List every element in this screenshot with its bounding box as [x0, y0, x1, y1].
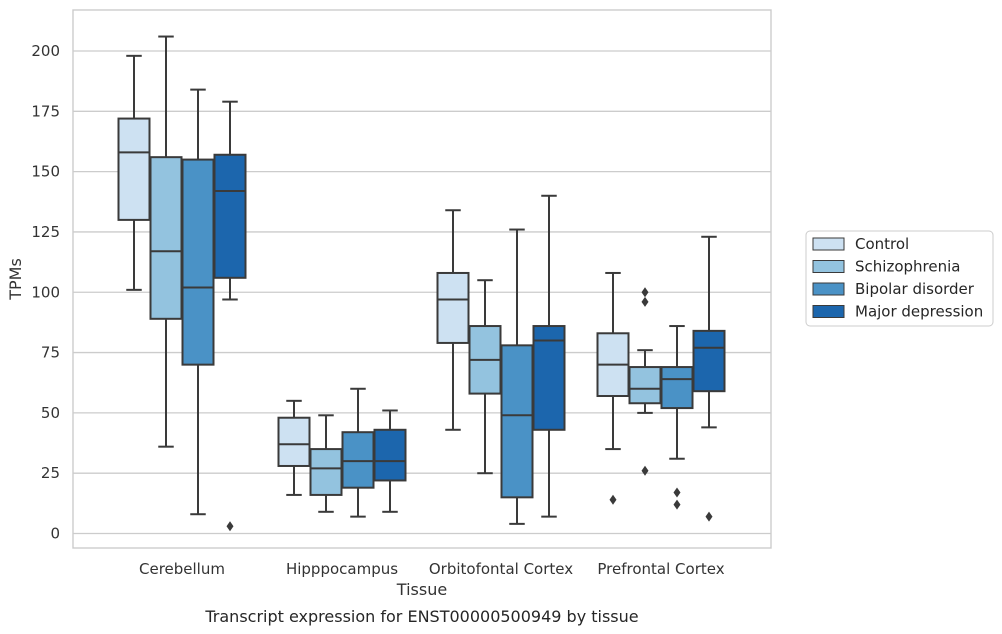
legend-item: Control [812, 235, 909, 253]
y-axis-label: TPMs [6, 258, 25, 301]
outlier-point [641, 287, 649, 298]
x-axis-ticks: Cerebellum Hipppocampus Orbitofontal Corte… [139, 560, 725, 578]
y-tick-label: 75 [41, 344, 60, 362]
y-tick-label: 50 [41, 404, 60, 422]
box-iqr [181, 158, 215, 366]
legend: Control Schizophrenia Bipolar disorder Majo… [805, 230, 994, 327]
legend-item: Bipolar disorder [812, 280, 975, 298]
box-schizophrenia [309, 414, 343, 513]
box-control [596, 271, 630, 505]
outlier-point [641, 465, 649, 476]
box-iqr [341, 431, 375, 489]
x-axis-label: Tissue [396, 580, 447, 599]
box-iqr [436, 271, 470, 344]
y-axis-ticks: 0 25 50 75 100 125 150 175 200 [31, 42, 60, 543]
box-major-depression [373, 409, 407, 513]
x-tick-label: Prefrontal Cortex [597, 560, 724, 578]
figure-caption: Transcript expression for ENST0000050094… [204, 607, 638, 626]
box-schizophrenia [628, 287, 662, 476]
legend-swatch [812, 260, 845, 273]
y-tick-label: 125 [31, 223, 60, 241]
y-tick-label: 100 [31, 283, 60, 301]
outlier-point [673, 487, 681, 498]
box-plot-area [117, 35, 726, 532]
outlier-point [705, 511, 713, 522]
legend-item: Schizophrenia [812, 258, 960, 276]
box-iqr [500, 344, 534, 499]
legend-swatch [812, 237, 845, 251]
box-control [277, 399, 311, 496]
box-bipolar-disorder [181, 88, 215, 516]
box-iqr [628, 366, 662, 405]
box-iqr [309, 448, 343, 496]
legend-label: Bipolar disorder [855, 280, 975, 298]
box-iqr [213, 153, 247, 279]
box-iqr [373, 428, 407, 482]
box-iqr [532, 325, 566, 431]
box-iqr [149, 156, 183, 320]
box-iqr [277, 416, 311, 467]
box-iqr [660, 366, 694, 410]
box-bipolar-disorder [660, 325, 694, 510]
box-control [117, 54, 151, 291]
box-bipolar-disorder [341, 387, 375, 518]
y-tick-label: 200 [31, 42, 60, 60]
x-tick-label: Cerebellum [139, 560, 225, 578]
box-major-depression [213, 100, 247, 532]
x-tick-label: Hipppocampus [286, 560, 398, 578]
plot-frame [72, 9, 772, 549]
y-tick-label: 25 [41, 464, 60, 482]
box-bipolar-disorder [500, 228, 534, 525]
box-schizophrenia [468, 279, 502, 475]
legend-swatch [812, 305, 845, 318]
legend-swatch [812, 282, 845, 296]
box-schizophrenia [149, 35, 183, 448]
box-major-depression [532, 194, 566, 518]
outlier-point [609, 494, 617, 505]
legend-item: Major depression [812, 303, 983, 321]
y-tick-label: 175 [31, 102, 60, 120]
outlier-point [673, 499, 681, 510]
legend-label: Schizophrenia [855, 258, 960, 276]
outlier-point [226, 521, 234, 532]
box-iqr [692, 329, 726, 393]
box-major-depression [692, 235, 726, 522]
outlier-point [641, 296, 649, 307]
legend-label: Control [855, 235, 909, 253]
y-tick-label: 150 [31, 163, 60, 181]
x-tick-label: Orbitofontal Cortex [429, 560, 573, 578]
box-control [436, 209, 470, 431]
legend-frame [805, 230, 994, 327]
legend-label: Major depression [855, 303, 983, 321]
y-tick-label: 0 [50, 525, 60, 543]
box-iqr [117, 117, 151, 221]
